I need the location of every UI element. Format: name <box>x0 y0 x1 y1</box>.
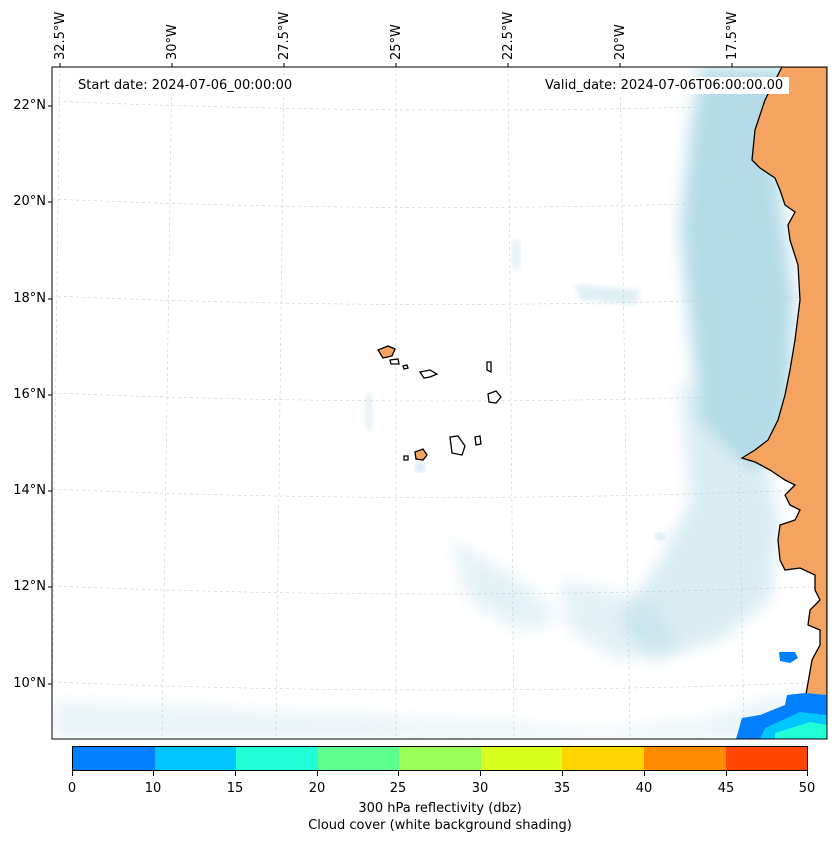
lat-label-22n: 22°N <box>13 98 46 113</box>
colorbar-segment-20-25 <box>317 747 400 770</box>
colorbar-tick <box>562 771 563 776</box>
lon-label-20w: 20°W <box>613 24 628 60</box>
colorbar-segment-15-20 <box>236 747 318 770</box>
reflectivity-areas <box>736 652 827 739</box>
colorbar-tick <box>72 771 73 776</box>
colorbar-tick-label-0: 0 <box>67 781 77 796</box>
island-santo-antao <box>377 345 396 359</box>
colorbar-tick <box>235 771 236 776</box>
colorbar-tick <box>807 771 808 776</box>
island-boa-vista <box>487 390 502 404</box>
colorbar-segment-0-10 <box>73 747 155 770</box>
colorbar-tick-label-35: 35 <box>553 781 571 796</box>
lon-label-27-5w: 27.5°W <box>277 11 292 60</box>
axis-ticks <box>48 63 733 685</box>
lon-label-22-5w: 22.5°W <box>501 11 516 60</box>
start-date-label: Start date: 2024-07-06_00:00:00 <box>72 77 299 94</box>
colorbar-segment-40-45 <box>643 747 726 770</box>
colorbar-tick-label-40: 40 <box>635 781 653 796</box>
colorbar-subtitle: Cloud cover (white background shading) <box>308 818 572 833</box>
africa-mainland <box>740 67 827 739</box>
colorbar-tick <box>480 771 481 776</box>
reflectivity-blob-core <box>775 722 827 739</box>
colorbar-tick <box>153 771 154 776</box>
colorbar-tick-label-20: 20 <box>308 781 326 796</box>
island-santa-luzia <box>402 364 409 370</box>
colorbar-segment-25-30 <box>399 747 481 770</box>
colorbar-tick-label-50: 50 <box>798 781 816 796</box>
lon-label-30w: 30°W <box>165 24 180 60</box>
lat-label-16n: 16°N <box>13 387 46 402</box>
colorbar-title: 300 hPa reflectivity (dbz) <box>358 801 522 816</box>
reflectivity-blob-small <box>779 652 798 663</box>
colorbar <box>72 746 808 771</box>
island-fogo <box>414 448 428 461</box>
colorbar-segment-35-40 <box>562 747 644 770</box>
island-sao-vicente <box>389 358 400 365</box>
valid-date-label: Valid_date: 2024-07-06T06:00:00.00 <box>539 77 790 94</box>
colorbar-tick <box>317 771 318 776</box>
cape-verde-islands <box>377 345 502 461</box>
colorbar-segment-45-50 <box>725 747 808 770</box>
colorbar-segment-30-35 <box>480 747 563 770</box>
lat-label-14n: 14°N <box>13 483 46 498</box>
lat-label-20n: 20°N <box>13 194 46 209</box>
island-santiago <box>449 435 466 456</box>
colorbar-segment-10-15 <box>154 747 237 770</box>
colorbar-tick-label-10: 10 <box>144 781 162 796</box>
lat-label-10n: 10°N <box>13 676 46 691</box>
colorbar-tick-label-45: 45 <box>717 781 735 796</box>
lon-label-32-5w: 32.5°W <box>53 11 68 60</box>
island-brava <box>403 455 409 461</box>
colorbar-tick-label-15: 15 <box>226 781 244 796</box>
island-sao-nicolau <box>418 369 439 379</box>
colorbar-tick <box>726 771 727 776</box>
lon-label-17-5w: 17.5°W <box>725 11 740 60</box>
map-border <box>51 66 828 740</box>
island-sal <box>486 361 492 374</box>
lon-label-25w: 25°W <box>389 24 404 60</box>
colorbar-tick-label-30: 30 <box>471 781 489 796</box>
colorbar-tick <box>398 771 399 776</box>
lat-label-18n: 18°N <box>13 291 46 306</box>
colorbar-tick-label-25: 25 <box>389 781 407 796</box>
island-maio <box>474 435 482 446</box>
colorbar-tick <box>644 771 645 776</box>
lat-label-12n: 12°N <box>13 579 46 594</box>
